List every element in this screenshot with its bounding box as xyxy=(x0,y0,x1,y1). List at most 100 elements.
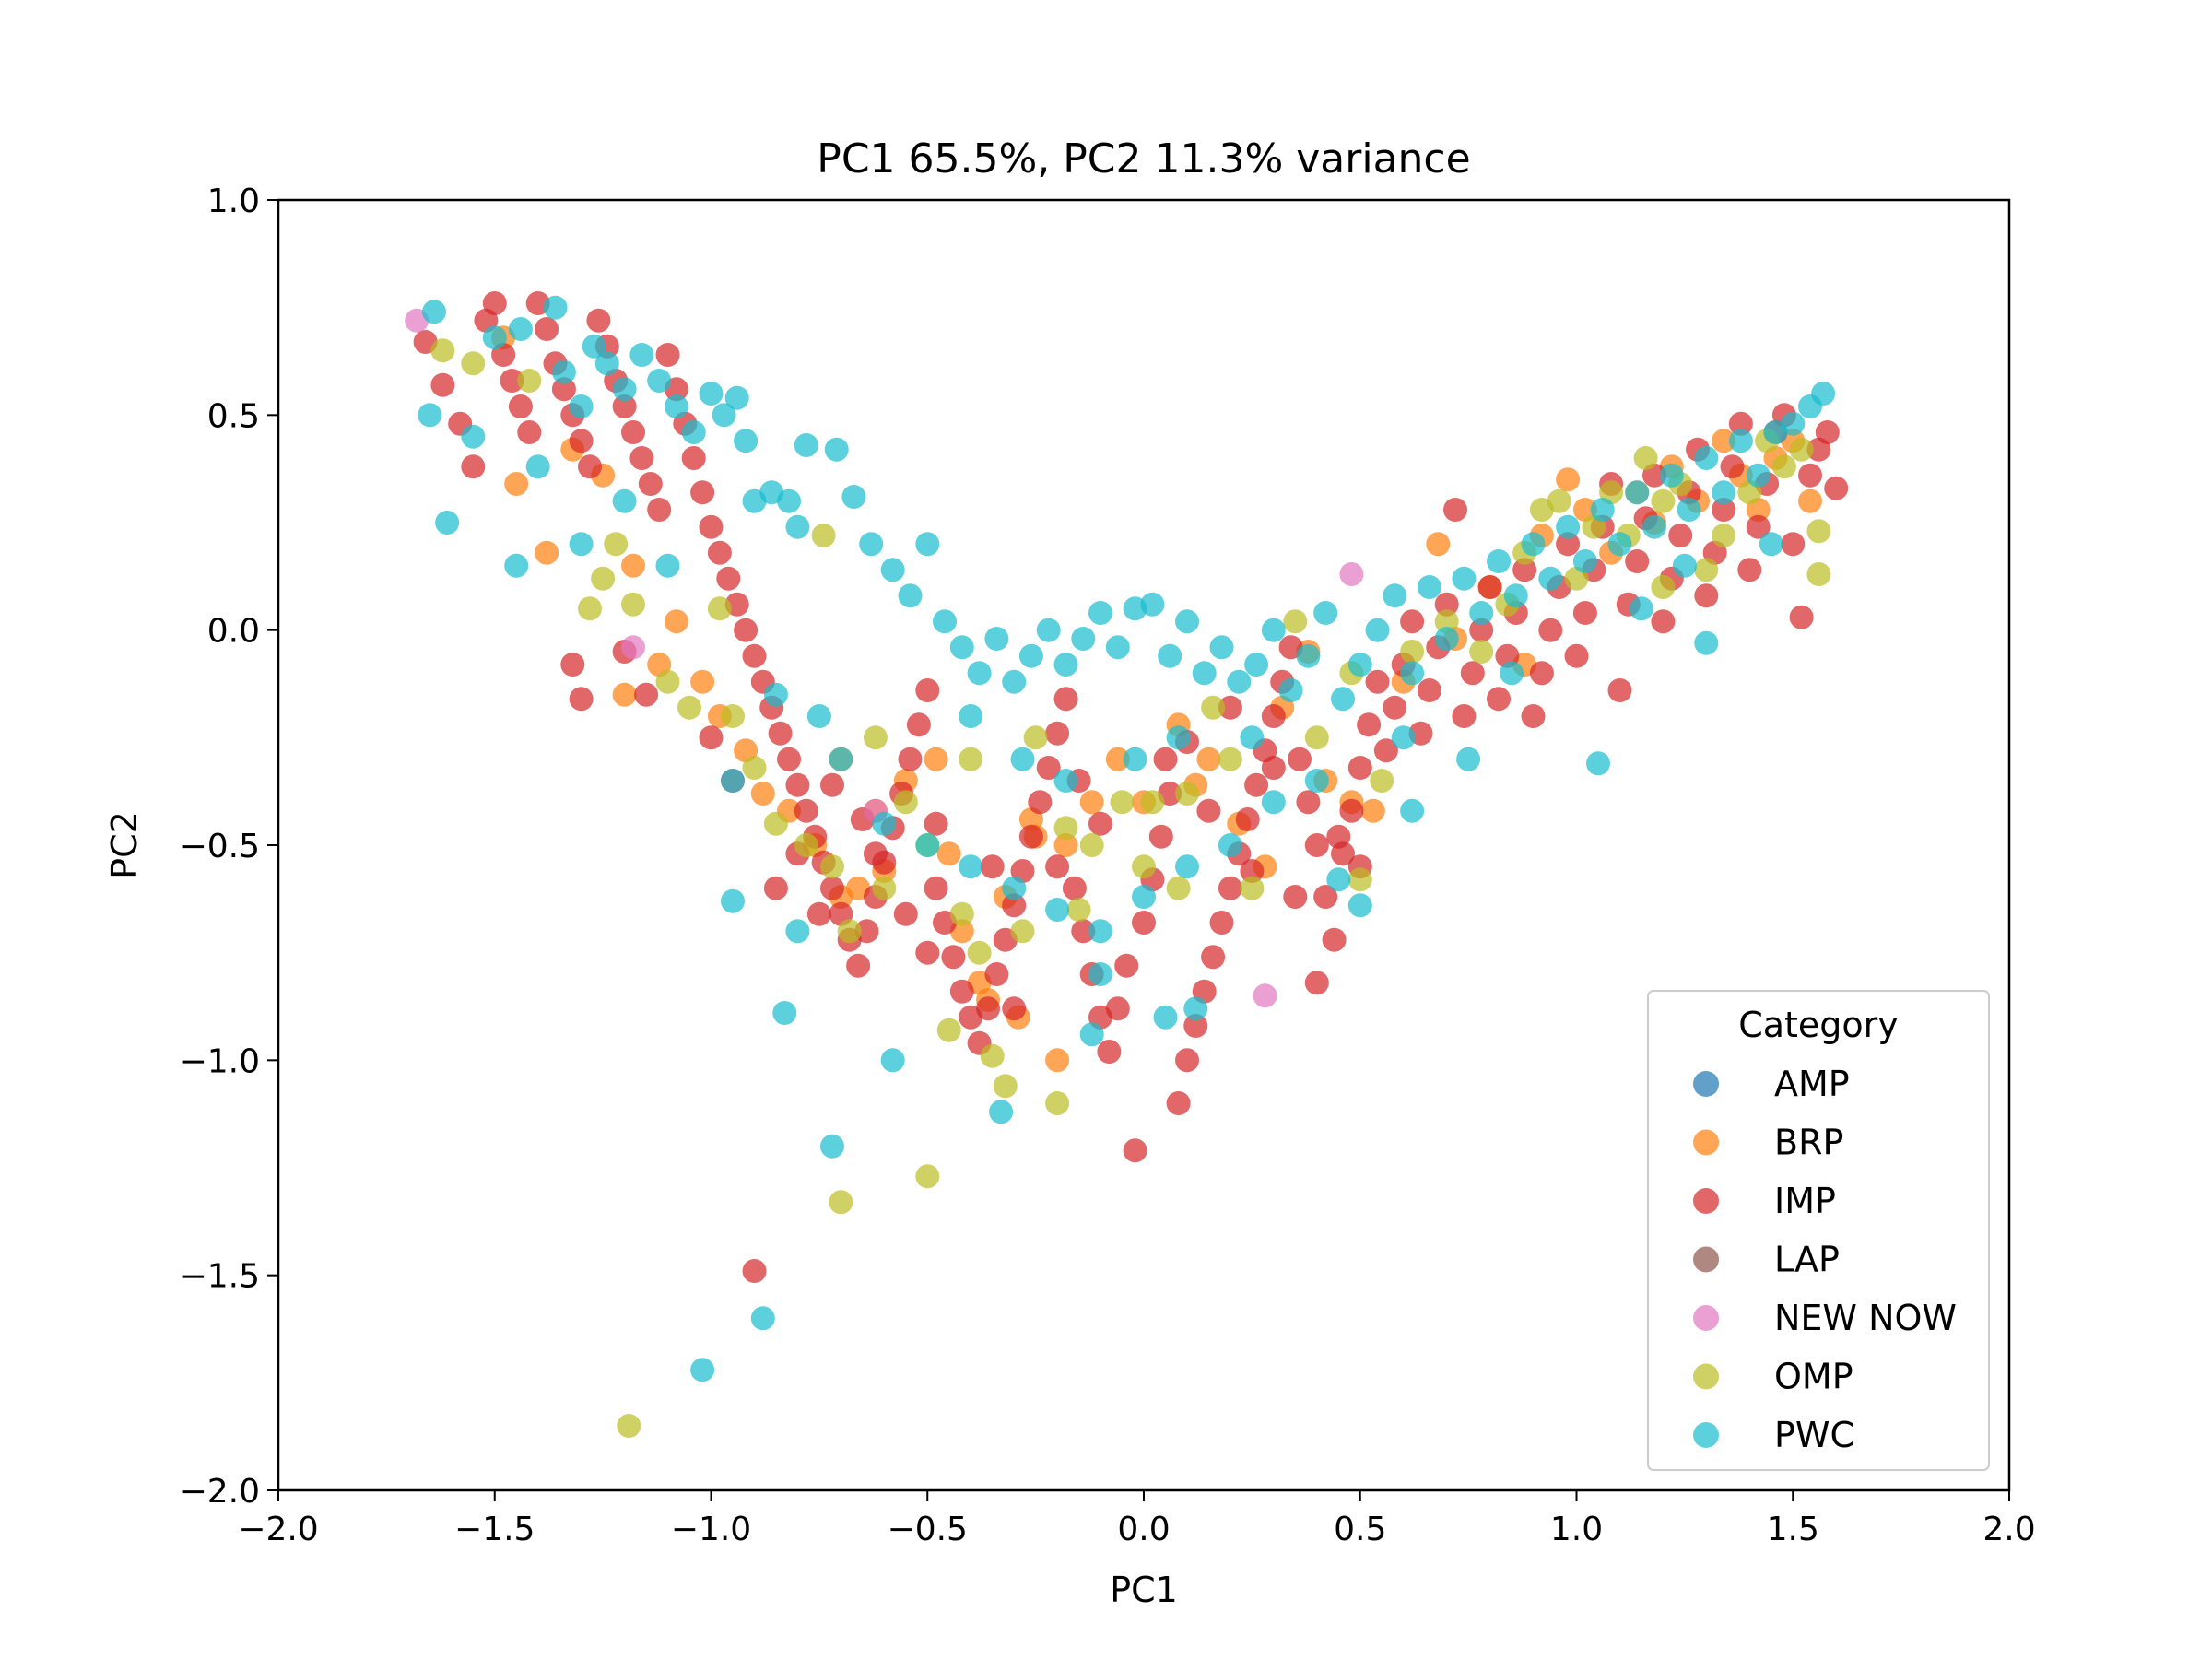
data-point xyxy=(569,394,594,418)
data-point xyxy=(1002,996,1027,1021)
data-point xyxy=(716,566,741,591)
data-point xyxy=(1313,885,1338,909)
data-point xyxy=(1672,553,1697,578)
data-point xyxy=(824,437,849,462)
data-point xyxy=(699,514,724,539)
data-point xyxy=(586,308,611,333)
data-point xyxy=(1590,498,1615,522)
data-point xyxy=(1759,532,1783,557)
data-point xyxy=(612,394,637,418)
data-point xyxy=(1521,532,1546,557)
data-point xyxy=(1183,1014,1208,1038)
data-point xyxy=(508,317,533,341)
data-point xyxy=(1123,1138,1147,1163)
data-point xyxy=(1079,1022,1104,1047)
data-point xyxy=(1633,446,1658,470)
data-point xyxy=(863,841,888,866)
data-point xyxy=(535,317,559,341)
series-omp xyxy=(430,338,1831,1438)
data-point xyxy=(1304,769,1329,793)
data-point xyxy=(1365,669,1390,694)
data-point xyxy=(1556,514,1581,539)
data-point xyxy=(949,901,974,926)
data-point xyxy=(989,1100,1014,1124)
data-point xyxy=(1053,769,1078,793)
data-point xyxy=(880,1048,905,1073)
data-point xyxy=(517,420,542,444)
data-point xyxy=(1018,643,1043,668)
data-point xyxy=(763,811,788,836)
data-point xyxy=(1227,669,1252,694)
data-point xyxy=(1218,876,1242,900)
data-point xyxy=(721,704,745,728)
data-point xyxy=(949,979,974,1004)
data-point xyxy=(1607,532,1632,557)
data-point xyxy=(551,359,576,384)
data-point xyxy=(1771,454,1796,479)
data-point xyxy=(1360,798,1385,823)
data-point xyxy=(1572,549,1597,573)
data-point xyxy=(1556,532,1581,557)
data-point xyxy=(1304,971,1329,995)
data-point xyxy=(1105,996,1130,1021)
data-point xyxy=(763,682,788,707)
data-point xyxy=(1304,833,1329,857)
data-point xyxy=(504,472,529,496)
y-axis: −2.0 −1.5 −1.0 −0.5 0.0 0.5 1.0 xyxy=(180,182,278,1511)
y-tick-label: 1.0 xyxy=(207,182,260,220)
data-point xyxy=(638,472,663,496)
data-point xyxy=(1503,583,1528,608)
y-tick-label: −1.5 xyxy=(180,1258,260,1296)
data-point xyxy=(1547,488,1571,513)
data-point xyxy=(1625,549,1650,573)
data-point xyxy=(500,369,524,393)
data-point xyxy=(1053,816,1078,841)
legend-marker xyxy=(1693,1246,1719,1273)
data-point xyxy=(1400,661,1425,686)
data-point xyxy=(655,669,680,694)
data-point xyxy=(634,682,659,707)
data-point xyxy=(1529,661,1554,686)
data-point xyxy=(1045,898,1070,922)
data-point xyxy=(1512,558,1537,582)
data-point xyxy=(1132,854,1156,879)
legend-marker xyxy=(1693,1363,1719,1390)
data-point xyxy=(681,446,706,470)
data-point xyxy=(712,403,736,428)
legend-title: Category xyxy=(1738,1005,1899,1045)
data-point xyxy=(1417,575,1441,599)
data-point xyxy=(1728,411,1753,436)
data-point xyxy=(1209,635,1234,660)
data-point xyxy=(1196,747,1221,771)
data-point xyxy=(806,901,831,926)
data-point xyxy=(1668,524,1693,547)
legend-marker xyxy=(1693,1071,1719,1097)
data-point xyxy=(1538,618,1563,642)
data-point xyxy=(1296,643,1321,668)
legend-label: PWC xyxy=(1774,1415,1854,1455)
data-point xyxy=(1148,824,1173,849)
data-point xyxy=(1036,618,1061,642)
data-point xyxy=(976,996,1000,1021)
data-point xyxy=(742,1259,767,1283)
data-point xyxy=(1304,725,1329,750)
data-point xyxy=(1036,756,1061,780)
data-point xyxy=(829,1190,853,1215)
data-point xyxy=(1642,514,1666,539)
data-point xyxy=(893,901,918,926)
data-point xyxy=(880,558,905,582)
data-point xyxy=(768,721,793,746)
data-point xyxy=(829,747,853,771)
data-point xyxy=(820,876,844,900)
data-point xyxy=(1434,592,1459,617)
data-point xyxy=(1053,833,1078,857)
data-point xyxy=(750,1306,775,1331)
data-point xyxy=(504,553,529,578)
legend-marker xyxy=(1693,1188,1719,1214)
data-point xyxy=(1426,532,1451,557)
x-tick-label: 1.0 xyxy=(1550,1511,1603,1548)
data-point xyxy=(1625,480,1650,505)
data-point xyxy=(811,524,836,547)
data-point xyxy=(1391,725,1416,750)
x-tick-label: −1.5 xyxy=(454,1511,535,1548)
